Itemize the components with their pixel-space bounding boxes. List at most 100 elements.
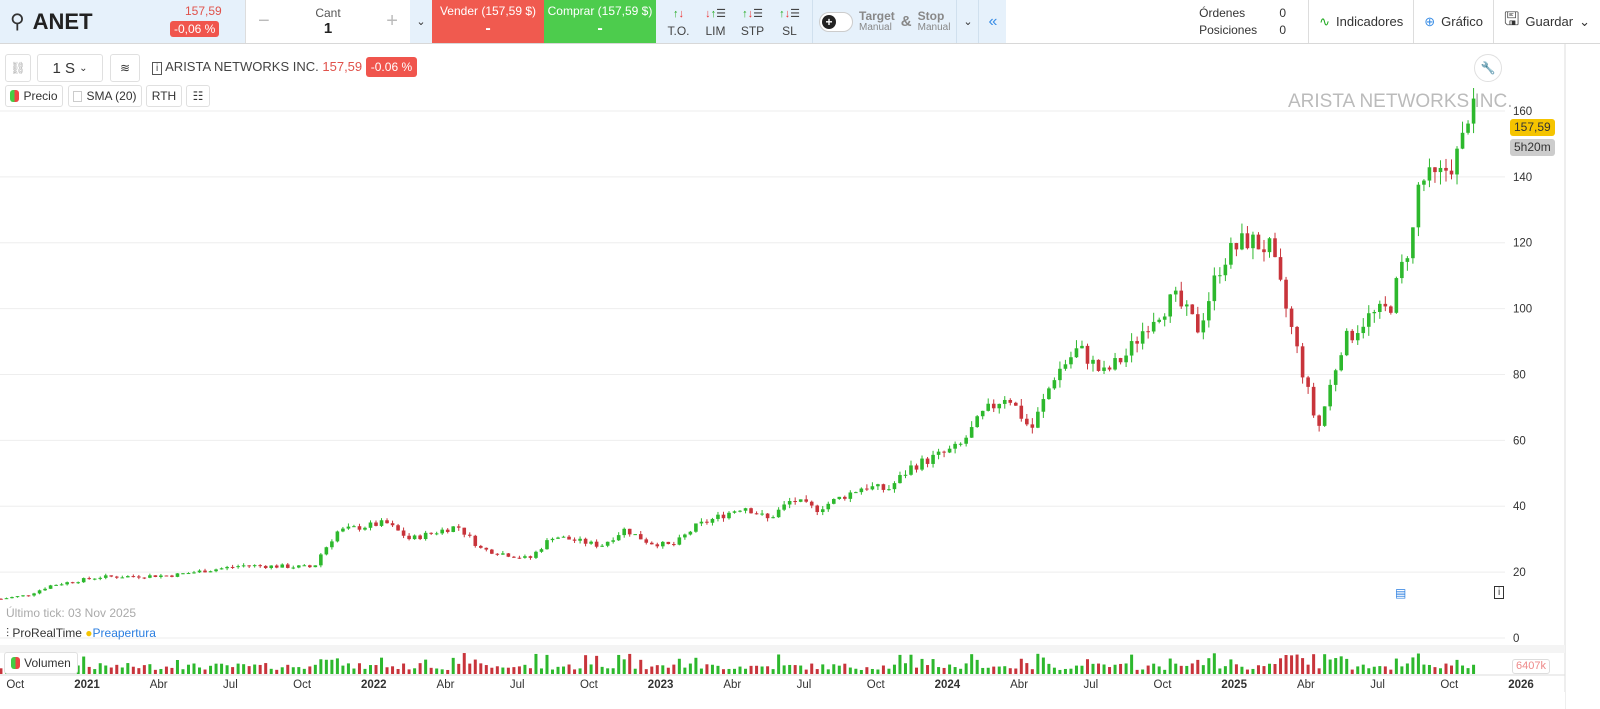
info-icon[interactable]: i	[152, 62, 163, 75]
candle	[898, 475, 902, 484]
candle	[991, 403, 996, 409]
quantity-stepper[interactable]: − Cant 1 +	[245, 0, 410, 43]
candle	[969, 427, 974, 438]
chevron-down-icon[interactable]: ⌄	[410, 0, 432, 43]
x-tick-label: Abr	[150, 679, 168, 691]
candle	[749, 508, 753, 514]
sell-button[interactable]: Vender (157,59 $) -	[432, 0, 544, 43]
candle	[274, 565, 279, 568]
candle	[131, 576, 136, 578]
rth-toggle[interactable]: RTH	[146, 85, 182, 107]
positions-count: 0	[1279, 23, 1287, 37]
chart-button[interactable]: ⊕ Gráfico	[1414, 0, 1495, 43]
x-tick-label: Jul	[797, 679, 812, 691]
candle	[776, 509, 781, 518]
list-icon[interactable]: ☷	[186, 85, 210, 107]
target-label: Target Manual	[859, 8, 895, 33]
volume-bar	[859, 669, 863, 674]
buy-button[interactable]: Comprar (157,59 $) -	[544, 0, 656, 43]
volume-bar	[628, 653, 632, 674]
order-type-label: SL	[782, 24, 797, 38]
volume-bar	[468, 663, 472, 674]
candle	[1273, 238, 1277, 258]
x-tick-label: Abr	[723, 679, 741, 691]
legend-volume[interactable]: Volumen	[4, 652, 78, 674]
orders-positions[interactable]: Órdenes 0 Posiciones 0	[1199, 0, 1310, 43]
document-icon[interactable]: ▤	[1395, 586, 1407, 600]
quantity-value[interactable]: 1	[323, 20, 333, 37]
candle	[1267, 238, 1272, 253]
volume-bar	[799, 665, 803, 674]
volume-bar	[1003, 666, 1007, 674]
indicators-button[interactable]: ∿ Indicadores	[1309, 0, 1415, 43]
chevron-down-icon[interactable]: ⌄	[956, 0, 979, 43]
candle	[1444, 167, 1448, 171]
chart-type-icon[interactable]: ≋	[110, 54, 140, 82]
volume-bar	[76, 665, 80, 674]
candle	[837, 496, 842, 500]
volume-bar	[413, 668, 417, 674]
volume-bar	[1284, 655, 1288, 674]
volume-bar	[1085, 659, 1089, 674]
session-status[interactable]: Preapertura	[92, 626, 156, 640]
candle	[451, 526, 456, 532]
candle	[418, 535, 422, 540]
candle	[445, 529, 450, 532]
candle	[649, 542, 654, 545]
volume-bar	[738, 666, 742, 674]
order-type-sl[interactable]: ↑↓☰ SL	[771, 0, 808, 43]
volume-bar	[1356, 666, 1360, 674]
x-tick-label: Oct	[1154, 679, 1173, 691]
link-icon[interactable]: ⛓	[5, 54, 31, 82]
volume-bar	[705, 664, 709, 674]
info-icon[interactable]: i	[1494, 586, 1505, 599]
timeframe-select[interactable]: 1 S ⌄	[37, 54, 103, 82]
volume-bar	[909, 654, 913, 674]
candle	[407, 535, 411, 540]
order-type-stp[interactable]: ↑↓☰ STP	[734, 0, 771, 43]
candle	[1019, 405, 1024, 419]
search-icon[interactable]: ⚲	[10, 11, 25, 33]
collapse-button[interactable]: «	[978, 0, 1007, 43]
candle	[1284, 279, 1288, 309]
volume-bar	[98, 663, 102, 674]
volume-bar	[335, 658, 339, 674]
candle	[1339, 355, 1343, 371]
legend-price[interactable]: Precio	[5, 85, 63, 107]
increase-button[interactable]: +	[386, 10, 398, 32]
volume-bar	[721, 669, 725, 674]
volume-bar	[1461, 665, 1465, 674]
candle	[379, 520, 384, 526]
volume-bar	[848, 667, 852, 674]
volume-bar	[308, 666, 312, 674]
decrease-button[interactable]: −	[258, 10, 270, 32]
legend-label: SMA (20)	[86, 89, 137, 103]
x-tick-label: 2026	[1508, 679, 1534, 691]
volume-bar	[677, 658, 681, 674]
legend-sma[interactable]: SMA (20)	[68, 85, 142, 107]
candle	[1140, 331, 1145, 344]
candle	[1438, 167, 1443, 173]
candle	[126, 576, 130, 578]
clock-icon: ●	[85, 626, 93, 640]
order-type-to[interactable]: ↑↓ T.O.	[660, 0, 697, 43]
toggle-switch[interactable]	[819, 11, 853, 32]
candle	[798, 499, 803, 502]
candle	[903, 474, 908, 476]
candle	[1157, 319, 1161, 322]
volume-bar	[286, 664, 290, 674]
symbol-box[interactable]: ⚲ ANET 157,59 -0,06 %	[0, 0, 245, 43]
candle	[865, 488, 869, 490]
volume-bar	[760, 666, 764, 674]
wrench-icon[interactable]: 🔧	[1474, 54, 1502, 82]
save-button[interactable]: 🖫 Guardar ⌄	[1494, 0, 1600, 43]
volume-bar	[1174, 663, 1178, 674]
candle	[727, 512, 731, 519]
candle	[876, 484, 880, 487]
checkbox[interactable]	[73, 90, 83, 102]
countdown-tag: 5h20m	[1510, 139, 1555, 156]
order-type-lim[interactable]: ↓↑☰ LIM	[697, 0, 734, 43]
candle	[1394, 278, 1399, 313]
